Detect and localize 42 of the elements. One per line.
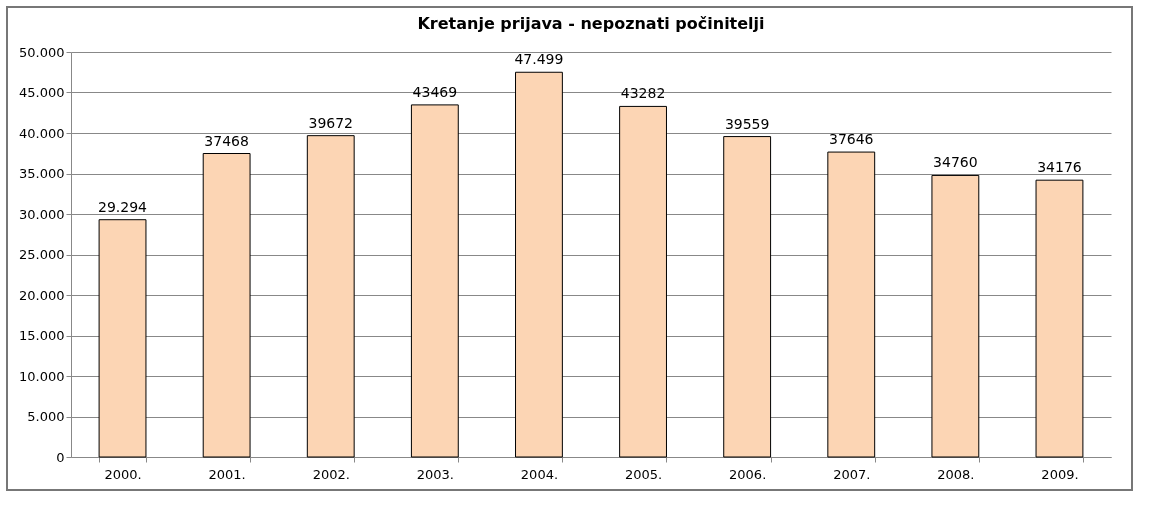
data-label: 37646 <box>828 131 874 148</box>
bar <box>1035 179 1084 458</box>
data-label: 43469 <box>412 83 458 100</box>
y-tick-label: 20.000 <box>19 287 65 303</box>
bar <box>306 135 355 458</box>
bar <box>515 71 563 458</box>
x-tick-label: 2008. <box>937 466 975 482</box>
y-tick-label: 10.000 <box>19 368 65 384</box>
data-label: 34760 <box>933 154 978 171</box>
data-label: 37468 <box>204 132 249 149</box>
data-label: 47.499 <box>514 51 564 68</box>
y-tick-label: 15.000 <box>19 328 65 343</box>
x-tick-label: 2004. <box>520 466 559 482</box>
bar <box>202 153 251 458</box>
data-label: 43282 <box>620 85 666 102</box>
y-tick-label: 40.000 <box>19 125 65 141</box>
data-label: 39559 <box>724 115 770 132</box>
y-tick-label: 0 <box>56 449 65 465</box>
x-tick-label: 2005. <box>624 466 663 482</box>
x-tick-label: 2006. <box>729 466 767 482</box>
bar <box>723 136 772 458</box>
data-label: 34176 <box>1037 159 1082 176</box>
y-tick-label: 30.000 <box>19 206 65 222</box>
x-tick-label: 2000. <box>104 466 142 482</box>
bar <box>619 105 667 458</box>
y-tick-label: 5.000 <box>27 409 65 424</box>
data-label: 39672 <box>308 114 354 131</box>
x-tick-label: 2009. <box>1041 466 1079 482</box>
y-tick-label: 50.000 <box>19 44 65 60</box>
chart-title: Kretanje prijava - nepoznati počinitelji <box>417 14 765 33</box>
x-tick-label: 2003. <box>416 466 454 482</box>
bar <box>827 151 876 458</box>
x-tick-label: 2007. <box>833 466 871 482</box>
x-tick-label: 2001. <box>208 466 246 482</box>
bar <box>98 219 147 458</box>
x-tick-label: 2002. <box>312 466 350 482</box>
data-label: 29.294 <box>98 198 148 215</box>
bar <box>931 174 980 458</box>
y-tick-label: 35.000 <box>19 166 65 181</box>
y-tick-label: 45.000 <box>19 85 65 100</box>
y-tick-label: 25.000 <box>19 247 65 262</box>
bar <box>410 104 459 458</box>
